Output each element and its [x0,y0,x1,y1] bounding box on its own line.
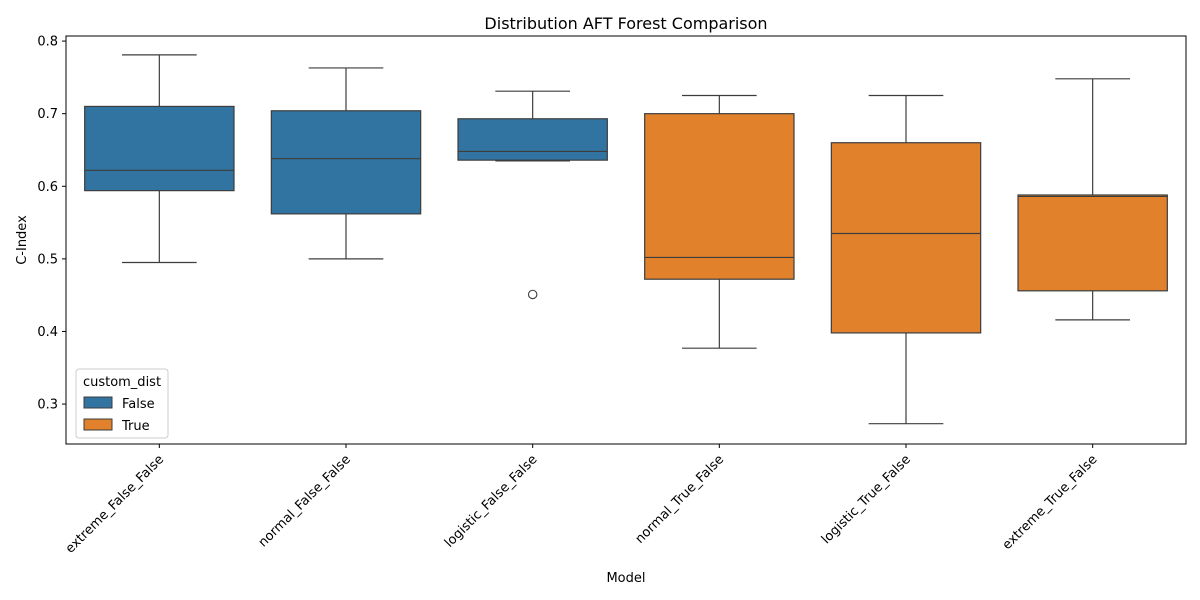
y-tick-label: 0.4 [37,325,58,340]
legend: custom_dist False True [75,368,169,439]
box-body [270,110,422,215]
box-extreme_True_False [1017,78,1168,321]
box-normal_False_False [270,67,422,260]
plot-area [84,54,1168,425]
y-axis-label: C-Index [15,215,30,265]
chart-title: Distribution AFT Forest Comparison [484,14,767,33]
y-axis: 0.3 0.4 0.5 0.6 0.7 0.8 [37,35,66,413]
y-tick-label: 0.5 [37,252,58,267]
x-axis-label: Model [606,571,645,586]
x-tick-label: extreme_False_False [63,452,167,556]
box-body [1017,194,1168,292]
box-body [644,113,795,280]
legend-label-true: True [121,419,150,434]
x-tick-label: normal_False_False [256,452,354,550]
box-body [830,142,982,334]
x-tick-label: logistic_True_False [819,452,914,547]
box-body [457,118,608,161]
x-tick-label: normal_True_False [633,452,728,547]
legend-swatch-true [83,418,113,431]
y-tick-label: 0.7 [37,107,58,122]
box-logistic_True_False [830,94,982,425]
x-tick-label: extreme_True_False [1000,452,1101,553]
box-body [84,105,235,192]
y-tick-label: 0.6 [37,180,58,195]
outlier-point [527,289,538,300]
legend-label-false: False [122,397,155,412]
x-tick-label: logistic_False_False [442,452,541,551]
legend-title: custom_dist [83,375,161,390]
x-axis: extreme_False_False normal_False_False log… [63,444,1101,557]
legend-swatch-false [83,396,113,409]
y-tick-label: 0.3 [37,398,58,413]
plot-frame [65,35,1187,445]
box-extreme_False_False [84,54,235,264]
y-tick-label: 0.8 [37,35,58,50]
box-logistic_False_False [457,90,608,300]
box-normal_True_False [644,94,795,349]
